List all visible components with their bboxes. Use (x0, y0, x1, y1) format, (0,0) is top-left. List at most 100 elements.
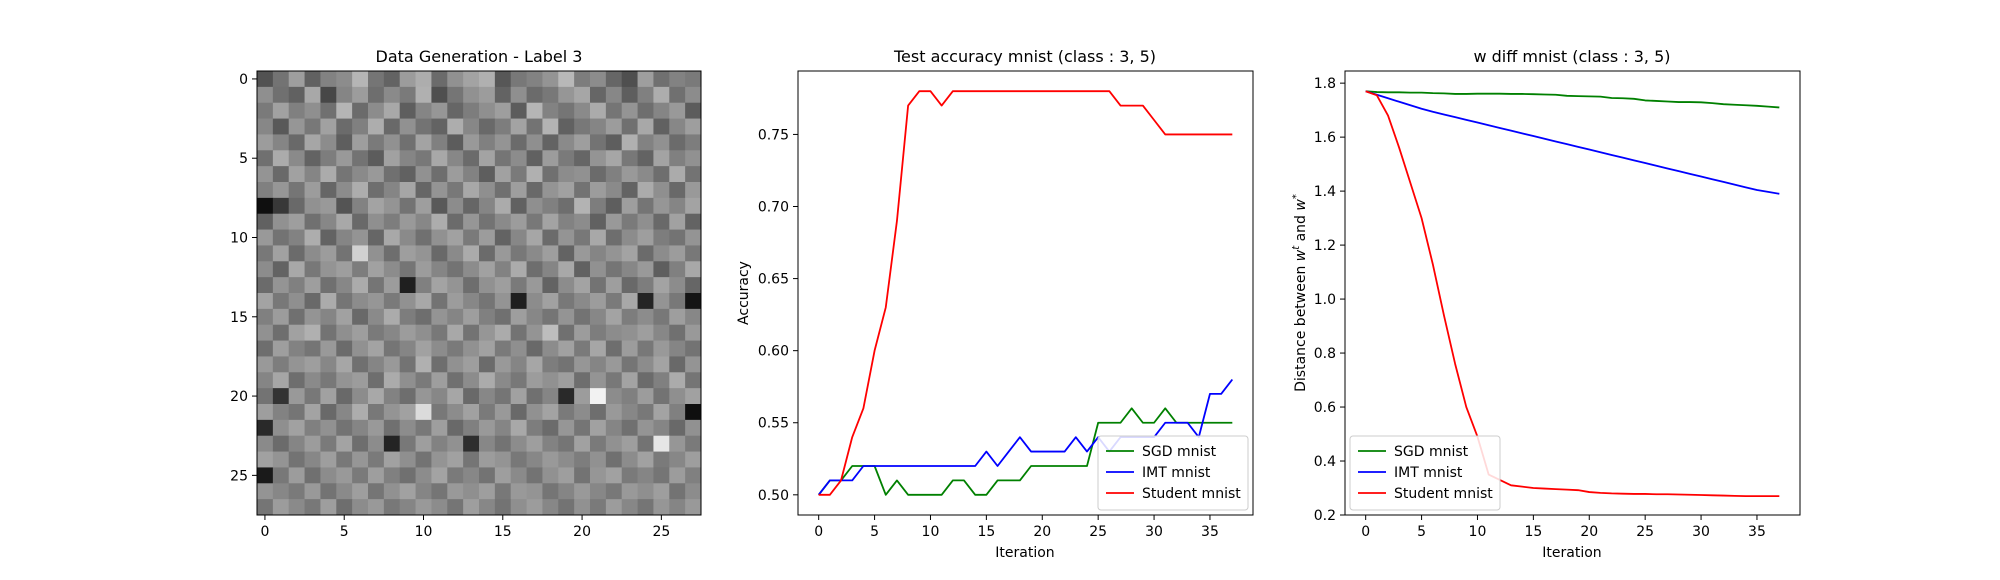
heatmap-cell (653, 435, 670, 452)
heatmap-cell (352, 166, 369, 183)
heatmap-cell (669, 134, 686, 151)
heatmap-cell (368, 388, 385, 405)
heatmap-cell (526, 324, 543, 341)
heatmap-cell (526, 467, 543, 484)
heatmap-cell (590, 324, 607, 341)
heatmap-cell (479, 166, 496, 183)
heatmap-cell (288, 150, 305, 167)
accuracy-y-tick-label: 0.55 (758, 416, 789, 432)
heatmap-cell (590, 388, 607, 405)
heatmap-cell (605, 372, 623, 389)
heatmap-cell (479, 293, 496, 310)
heatmap-cell (494, 340, 512, 357)
heatmap-cell (669, 182, 686, 199)
heatmap-cell (637, 71, 654, 88)
heatmap-cell (304, 451, 321, 468)
heatmap-cell (272, 483, 290, 500)
heatmap-cell (479, 451, 496, 468)
heatmap-cell (447, 261, 464, 278)
heatmap-cell (257, 435, 274, 452)
heatmap-cell (574, 467, 591, 484)
heatmap-cell (272, 245, 290, 262)
heatmap-cell (479, 102, 496, 119)
accuracy-series (817, 90, 1234, 496)
heatmap-cell (463, 182, 480, 199)
heatmap-cell (574, 483, 591, 500)
wdiff-frame (1344, 70, 1801, 516)
heatmap-cell (685, 499, 702, 516)
heatmap-cell (558, 293, 575, 310)
heatmap-cell (257, 324, 274, 341)
heatmap-cell (304, 324, 321, 341)
heatmap-cell (494, 451, 512, 468)
heatmap-cell (352, 388, 369, 405)
heatmap-cell (320, 388, 337, 405)
accuracy-panel: Test accuracy mnist (class : 3, 5) Itera… (736, 47, 1254, 561)
heatmap-cell (463, 102, 480, 119)
heatmap-cell (336, 118, 353, 135)
heatmap-cell (288, 388, 305, 405)
heatmap-cell (590, 118, 607, 135)
heatmap-cell (526, 435, 543, 452)
heatmap-cell (494, 182, 512, 199)
heatmap-cell (368, 308, 385, 326)
heatmap-cell (288, 499, 305, 516)
heatmap-cell (399, 197, 416, 215)
heatmap-cell (383, 451, 401, 468)
heatmap-cell (352, 483, 369, 500)
heatmap-cell (304, 213, 321, 230)
heatmap-cell (304, 435, 321, 452)
heatmap-cell (399, 213, 416, 230)
heatmap-cell (431, 499, 448, 516)
heatmap-cell (320, 150, 337, 167)
heatmap-cell (542, 86, 559, 104)
wdiff-y-tick-label: 0.4 (1314, 454, 1336, 470)
heatmap-cell (431, 324, 448, 341)
heatmap-cell (669, 467, 686, 484)
heatmap-cell (272, 150, 290, 167)
heatmap-y-tick-label: 25 (230, 468, 248, 484)
heatmap-cell (685, 451, 702, 468)
heatmap-cell (558, 324, 575, 341)
heatmap-cell (669, 451, 686, 468)
heatmap-cell (526, 419, 543, 437)
heatmap-cell (605, 388, 623, 405)
heatmap-cell (510, 118, 527, 135)
heatmap-cell (653, 134, 670, 151)
heatmap-cell (621, 102, 638, 119)
heatmap-cell (558, 419, 575, 437)
heatmap-cell (383, 388, 401, 405)
heatmap-cell (621, 166, 638, 183)
heatmap-cell (399, 435, 416, 452)
heatmap-cell (653, 308, 670, 326)
heatmap-cell (257, 102, 274, 119)
heatmap-title: Data Generation - Label 3 (376, 47, 583, 66)
heatmap-cell (415, 86, 432, 104)
heatmap-cell (510, 308, 527, 326)
heatmap-cell (288, 293, 305, 310)
heatmap-cell (590, 419, 607, 437)
wdiff-y-tick-label: 0.2 (1314, 508, 1336, 524)
heatmap-frame (256, 70, 702, 516)
heatmap-cell (669, 324, 686, 341)
heatmap-cell (288, 483, 305, 500)
heatmap-cell (653, 277, 670, 294)
heatmap-cell (383, 86, 401, 104)
heatmap-cell (605, 308, 623, 326)
heatmap-cell (685, 293, 702, 310)
heatmap-cell (526, 182, 543, 199)
heatmap-cell (368, 182, 385, 199)
heatmap-cell (510, 324, 527, 341)
heatmap-y-tick-label: 15 (230, 310, 248, 326)
heatmap-cell (415, 229, 432, 246)
heatmap-cell (621, 182, 638, 199)
heatmap-cell (558, 356, 575, 373)
heatmap-cell (383, 118, 401, 135)
heatmap-cell (605, 404, 623, 421)
heatmap-cell (526, 150, 543, 167)
heatmap-cell (605, 102, 623, 119)
heatmap-cell (510, 356, 527, 373)
heatmap-cell (415, 102, 432, 119)
heatmap-cell (590, 86, 607, 104)
heatmap-cell (621, 499, 638, 516)
